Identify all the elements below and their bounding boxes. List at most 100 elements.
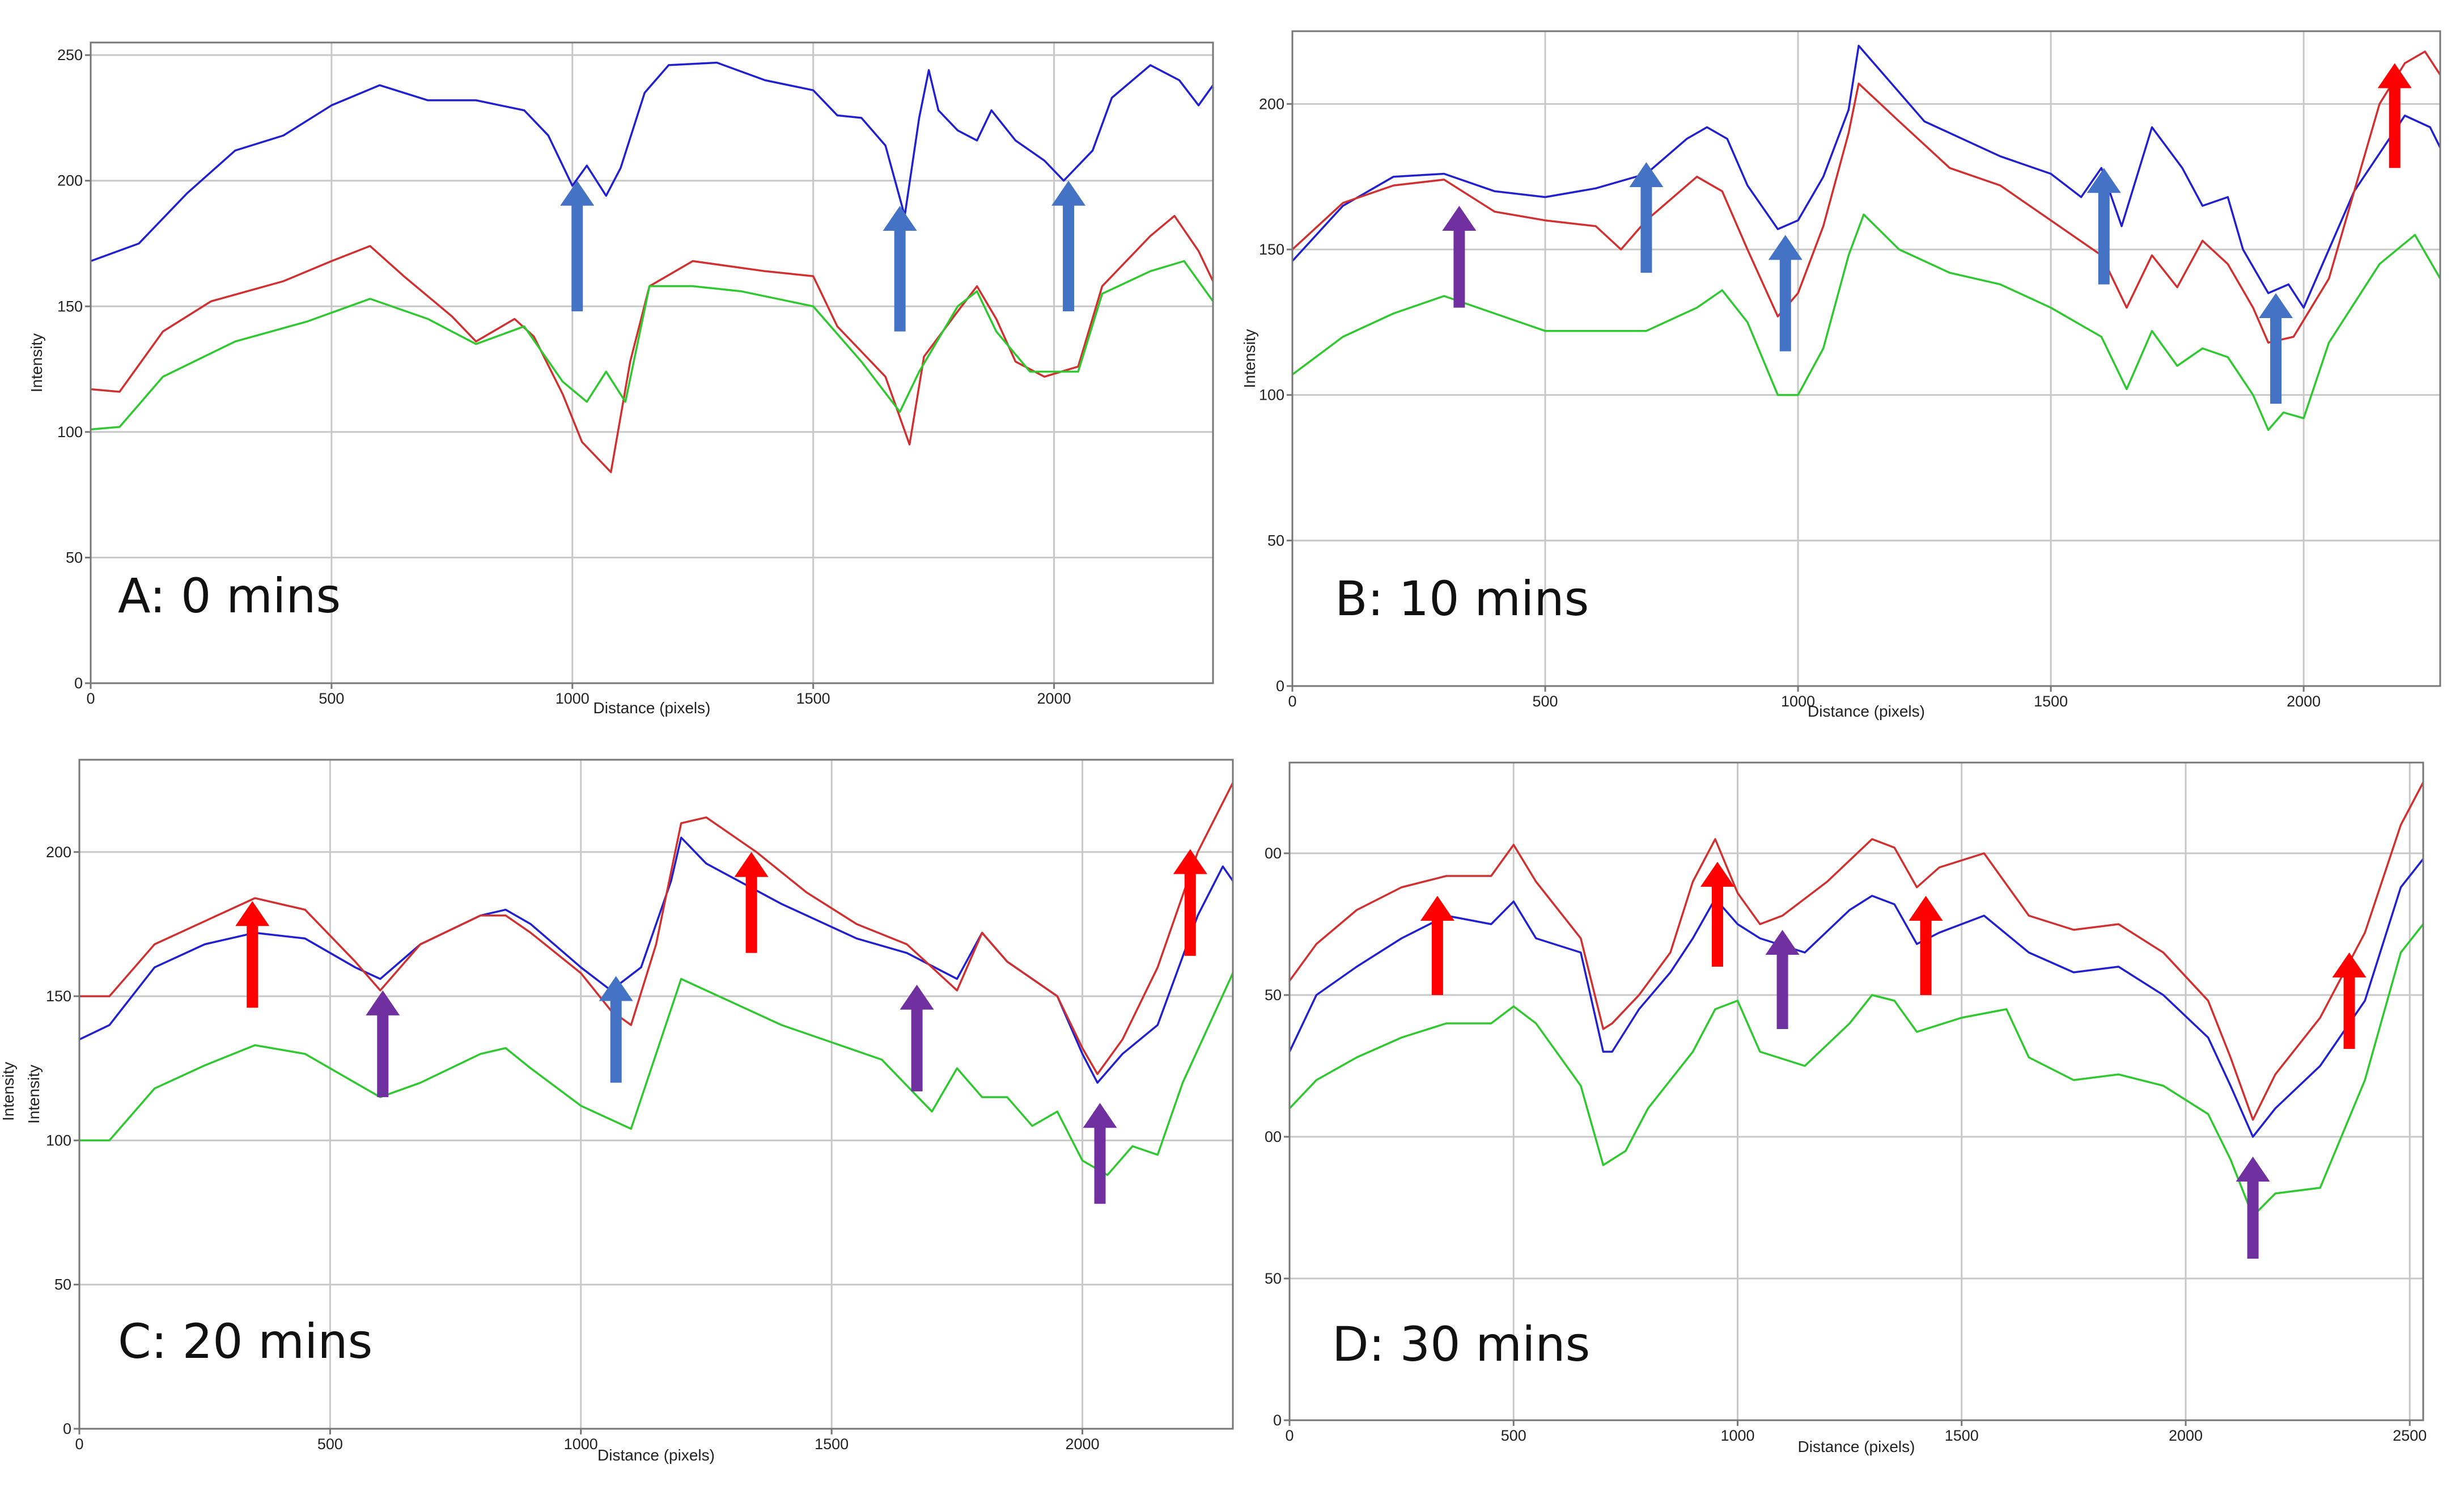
x-tick-label: 1000 [555, 690, 590, 707]
x-tick-label: 500 [317, 1436, 343, 1453]
x-tick-label: 2000 [2169, 1427, 2203, 1444]
x-tick-label: 2000 [1066, 1436, 1100, 1453]
y-axis-title: Intensity [0, 1062, 17, 1121]
annotation-arrow [1909, 896, 1943, 995]
y-tick-label: 250 [57, 46, 83, 64]
series-line-blue [90, 61, 1214, 263]
y-tick-label: 50 [1265, 1270, 1282, 1287]
y-tick-label: 0 [74, 675, 83, 692]
arrow-head [366, 990, 400, 1015]
x-tick-label: 0 [75, 1436, 83, 1453]
arrow-head [2259, 293, 2293, 318]
x-tick-label: 1500 [815, 1436, 849, 1453]
series-line-red [90, 215, 1214, 473]
x-tick-label: 2000 [2287, 693, 2321, 710]
y-axis-title: Intensity [25, 1065, 43, 1124]
arrow-head [1420, 896, 1454, 921]
annotation-arrow [1173, 849, 1207, 956]
series-line-green [79, 972, 1234, 1176]
plot-frame [78, 759, 1234, 1430]
x-tick-label: 2500 [2393, 1427, 2427, 1444]
x-tick-label: 1500 [1945, 1427, 1979, 1444]
x-tick-label: 500 [1501, 1427, 1526, 1444]
arrow-head [883, 206, 917, 231]
y-tick-label: 0 [63, 1420, 71, 1437]
annotation-arrow [883, 206, 917, 332]
annotation-arrow [2086, 168, 2121, 285]
x-axis-title: Distance (pixels) [597, 1446, 715, 1464]
arrow-head [1768, 235, 1803, 260]
panel-label: A: 0 mins [118, 568, 341, 624]
y-tick-label: 00 [1265, 1128, 1282, 1145]
x-tick-label: 2000 [1037, 690, 1071, 707]
y-axis-title: Intensity [28, 333, 45, 392]
series-line-blue [79, 836, 1234, 1084]
x-tick-label: 1000 [564, 1436, 598, 1453]
annotation-arrow [599, 976, 633, 1083]
plot-area [91, 43, 1213, 683]
arrow-head [2086, 168, 2121, 193]
arrow-head [1765, 930, 1800, 955]
y-tick-label: 50 [54, 1276, 71, 1293]
plot-area [1290, 763, 2423, 1420]
annotation-arrow [1442, 206, 1477, 308]
series-line-green [1288, 923, 2424, 1217]
chart-panel-2: 0 500 1000 1500 2000 0 50 100 150 200 Distance (pi… [1241, 30, 2441, 720]
annotation-arrow [2332, 953, 2367, 1049]
series-line-green [1291, 213, 2441, 431]
arrow-head [1173, 849, 1207, 874]
series-line-red [1288, 782, 2424, 1121]
plot-area [79, 760, 1233, 1429]
series-line-green [90, 260, 1214, 431]
y-tick-label: 0 [1273, 1412, 1282, 1429]
x-tick-label: 500 [319, 690, 344, 707]
arrow-head [2377, 63, 2412, 88]
x-axis-title: Distance (pixels) [1798, 1438, 1915, 1455]
annotation-arrow [2259, 293, 2293, 404]
annotation-arrow [2236, 1157, 2270, 1259]
y-tick-label: 100 [1259, 387, 1284, 404]
annotation-arrow [1083, 1103, 1117, 1204]
y-tick-label: 50 [66, 549, 83, 566]
y-tick-label: 200 [46, 844, 71, 861]
plot-frame [1288, 761, 2424, 1421]
annotation-arrow [560, 180, 595, 312]
y-tick-label: 100 [57, 424, 83, 441]
x-tick-label: 1500 [2034, 693, 2068, 710]
arrow-head [1629, 162, 1664, 187]
y-tick-label: 00 [1265, 845, 1282, 862]
y-tick-label: 0 [1276, 678, 1284, 695]
y-tick-label: 200 [57, 172, 83, 189]
annotation-arrow [235, 901, 270, 1008]
arrow-head [900, 984, 934, 1010]
x-tick-label: 1000 [1781, 693, 1815, 710]
y-tick-label: 50 [1267, 532, 1284, 549]
x-tick-label: 0 [1285, 1427, 1294, 1444]
y-tick-label: 50 [1265, 987, 1282, 1004]
arrow-head [1051, 180, 1086, 206]
x-tick-label: 1500 [796, 690, 830, 707]
x-tick-label: 500 [1533, 693, 1558, 710]
annotation-arrow [1700, 862, 1734, 967]
annotation-arrow [366, 990, 400, 1098]
y-tick-label: 150 [57, 298, 83, 315]
arrow-head [2236, 1157, 2270, 1182]
annotation-arrow [900, 984, 934, 1091]
panel-label: B: 10 mins [1335, 571, 1589, 626]
arrow-head [734, 852, 769, 877]
chart-panel-3: 0 500 1000 1500 2000 0 50 100 150 200 Distance (pi… [25, 759, 1234, 1464]
annotation-arrow [734, 852, 769, 953]
arrow-head [560, 180, 595, 206]
x-tick-label: 1000 [1720, 1427, 1754, 1444]
y-tick-label: 150 [1259, 241, 1284, 258]
series-line-blue [1288, 858, 2424, 1138]
arrow-head [1442, 206, 1477, 231]
series-line-red [79, 782, 1234, 1076]
arrow-head [599, 976, 633, 1001]
annotation-arrow [1629, 162, 1664, 273]
y-tick-label: 100 [46, 1132, 71, 1149]
chart-panel-1: 0 500 1000 1500 2000 0 50 100 150 200 250 Distance … [28, 41, 1214, 717]
arrow-head [2332, 953, 2367, 977]
arrow-head [1700, 862, 1734, 887]
